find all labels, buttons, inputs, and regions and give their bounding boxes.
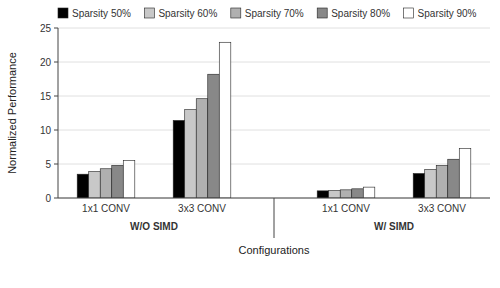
tick-label: 20 (40, 57, 52, 68)
grid-line (58, 164, 490, 165)
bar (219, 42, 231, 198)
section-label: W/O SIMD (130, 221, 178, 232)
legend-label: Sparsity 80% (331, 8, 390, 19)
chart: 0 5 10 15 20 25 1x1 CONV 3x3 CONV 1x1 CONV 3x3 CO… (0, 0, 500, 288)
category-label: 3x3 CONV (418, 203, 466, 214)
legend-swatch (144, 8, 154, 18)
tick-mark (54, 164, 58, 165)
bar (413, 174, 425, 198)
grid-line (58, 28, 490, 29)
category-label: 3x3 CONV (178, 203, 226, 214)
bar (459, 148, 471, 198)
legend: Sparsity 50% Sparsity 60% Sparsity 70% Spar… (58, 8, 477, 19)
tick-mark (54, 62, 58, 63)
bar (89, 171, 101, 198)
bar (340, 190, 352, 198)
bar (352, 189, 364, 198)
y-axis: 0 5 10 15 20 25 (40, 23, 490, 204)
category-label: 1x1 CONV (322, 203, 370, 214)
bar (363, 187, 375, 198)
bar (436, 165, 448, 198)
grid-line (58, 62, 490, 63)
bar (196, 99, 208, 198)
legend-swatch (58, 8, 68, 18)
legend-label: Sparsity 50% (72, 8, 131, 19)
bar (173, 120, 185, 198)
x-axis-title: Configurations (239, 244, 310, 256)
bar (329, 191, 341, 198)
y-axis-title: Normalized Performance (6, 52, 18, 174)
bar (425, 169, 437, 198)
bar (112, 165, 124, 198)
tick-label: 0 (45, 193, 51, 204)
bar (185, 110, 197, 198)
tick-label: 5 (45, 159, 51, 170)
legend-swatch (404, 8, 414, 18)
bar (100, 169, 112, 198)
y-axis-line (58, 28, 59, 198)
tick-label: 25 (40, 23, 52, 34)
tick-mark (54, 28, 58, 29)
bar (208, 74, 220, 198)
legend-label: Sparsity 90% (418, 8, 477, 19)
bar (77, 174, 89, 198)
bar (317, 191, 329, 198)
section-separator (274, 198, 275, 238)
tick-label: 15 (40, 91, 52, 102)
tick-mark (54, 198, 58, 199)
grid-line (58, 96, 490, 97)
tick-mark (54, 130, 58, 131)
legend-swatch (317, 8, 327, 18)
bar (448, 159, 460, 198)
tick-label: 10 (40, 125, 52, 136)
grid-line (58, 130, 490, 131)
legend-swatch (231, 8, 241, 18)
category-label: 1x1 CONV (82, 203, 130, 214)
tick-mark (54, 96, 58, 97)
section-label: W/ SIMD (374, 221, 414, 232)
bar (123, 161, 135, 198)
bars (77, 42, 471, 198)
legend-label: Sparsity 70% (245, 8, 304, 19)
legend-label: Sparsity 60% (158, 8, 217, 19)
